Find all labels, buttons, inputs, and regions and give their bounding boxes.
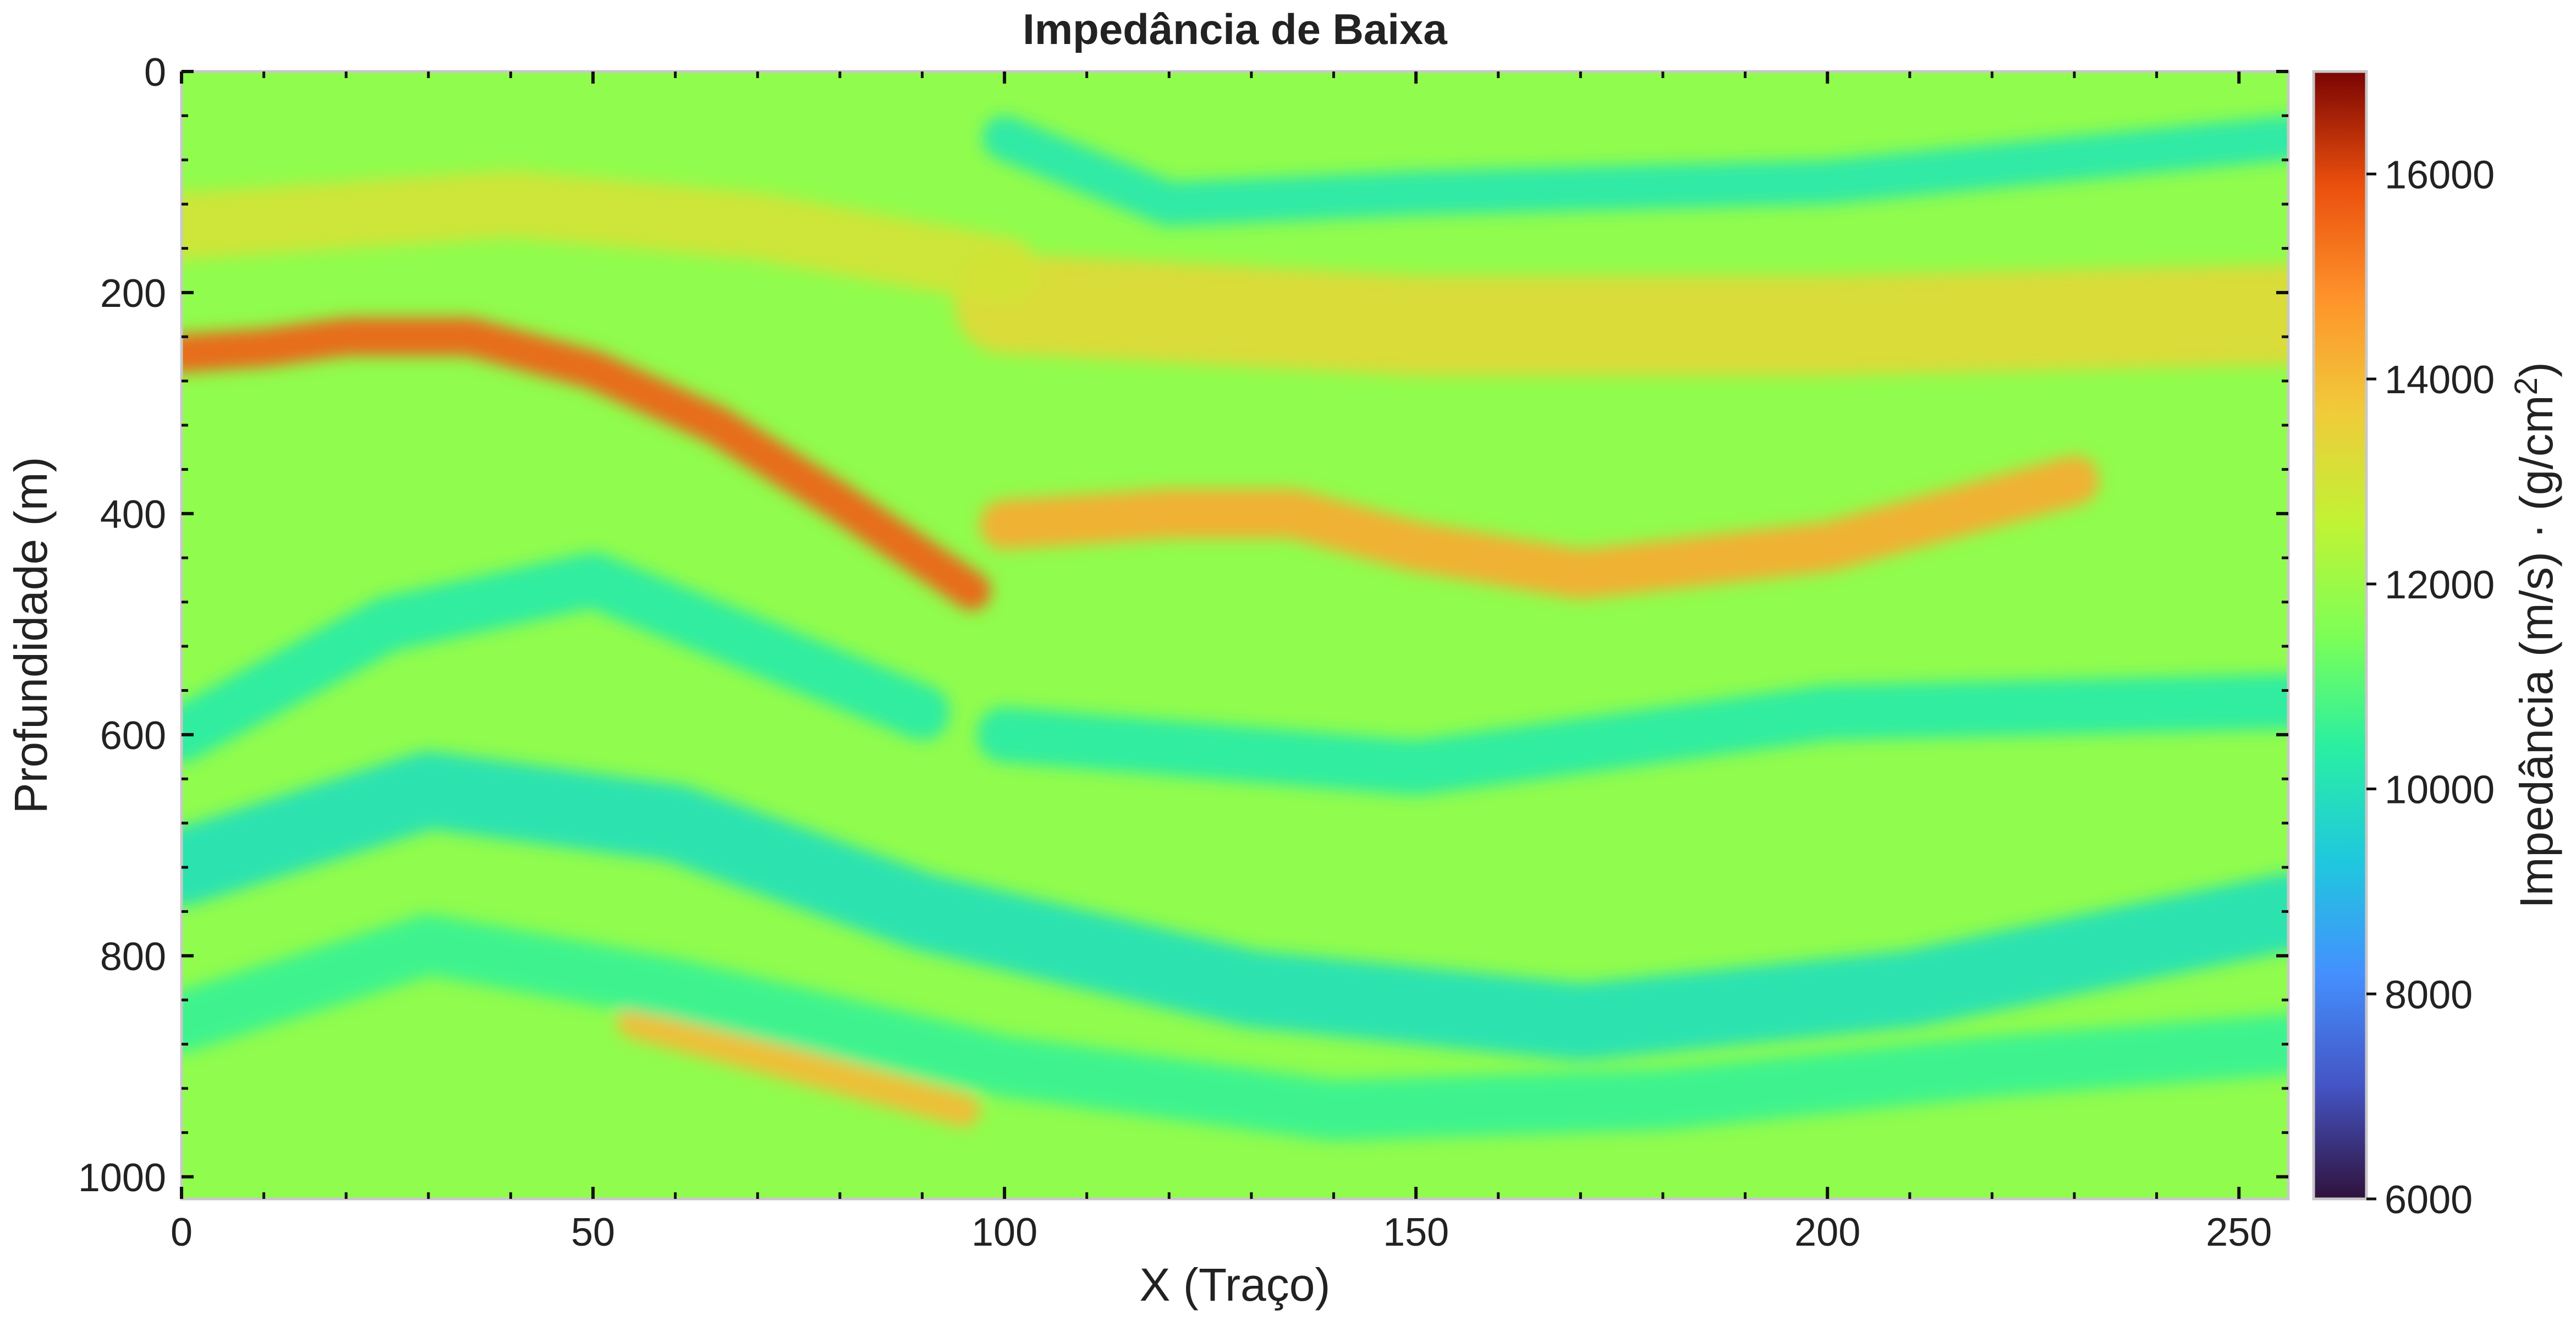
x-tick-label: 150 [1383, 1210, 1449, 1254]
x-axis-label: X (Traço) [1140, 1259, 1331, 1311]
heatmap-background [182, 71, 2288, 1199]
horizon-band-7 [182, 751, 2288, 1061]
colorbar [2312, 70, 2368, 1201]
colorbar-tick-label: 16000 [2385, 153, 2495, 197]
y-tick-label: 200 [100, 272, 166, 316]
y-tick-label: 600 [100, 714, 166, 758]
colorbar-label: Impedância (m/s) · (g/cm2) [2508, 362, 2562, 909]
horizon-band-2 [954, 254, 2288, 376]
y-tick-label: 800 [100, 935, 166, 979]
y-tick-label: 1000 [78, 1156, 166, 1200]
y-tick-label: 400 [100, 493, 166, 537]
chart-title: Impedância de Baixa [1023, 5, 1447, 53]
colorbar-tick-label: 8000 [2385, 973, 2473, 1017]
horizon-band-8 [976, 674, 2288, 796]
plot-area [182, 71, 2288, 1199]
horizon-band-5 [982, 115, 2288, 227]
horizon-band-3 [182, 170, 1038, 304]
x-tick-label: 100 [971, 1210, 1037, 1254]
x-axis: 0 50 100 150 200 250 [171, 71, 2272, 1254]
horizon-band-4 [617, 1005, 980, 1127]
y-tick-label: 0 [144, 51, 166, 95]
x-tick-label: 200 [1794, 1210, 1860, 1254]
x-tick-label: 0 [171, 1210, 193, 1254]
x-tick-label: 50 [571, 1210, 615, 1254]
colorbar-tick-label: 10000 [2385, 768, 2495, 812]
horizon-band-0 [182, 317, 991, 610]
colorbar-tick-label: 14000 [2385, 358, 2495, 402]
x-tick-label: 250 [2206, 1210, 2272, 1254]
plot-frame [180, 70, 2290, 1201]
colorbar-axis: 6000 8000 10000 12000 14000 16000 [2366, 153, 2495, 1222]
heatmap-horizons [182, 115, 2288, 1141]
colorbar-tick-label: 6000 [2385, 1178, 2473, 1222]
colorbar-tick-label: 12000 [2385, 563, 2495, 607]
horizon-band-6 [182, 552, 950, 763]
horizon-band-1 [979, 455, 2100, 599]
y-axis-label: Profundidade (m) [5, 457, 57, 814]
horizon-band-9 [182, 914, 2288, 1141]
y-axis: 0 200 400 600 800 1000 [78, 51, 2288, 1200]
